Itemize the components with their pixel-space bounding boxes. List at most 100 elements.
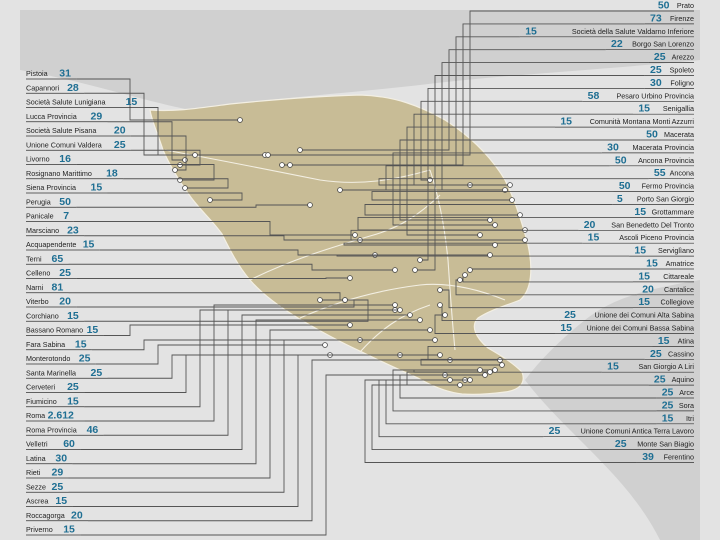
label-name: Borgo San Lorenzo	[632, 40, 694, 49]
label-value: 7	[63, 210, 69, 222]
label-value: 15	[91, 182, 103, 194]
leader-celleno	[76, 277, 350, 279]
label-value: 15	[63, 524, 75, 536]
location-pin-roma	[392, 302, 398, 308]
location-pin-societa-salute-pisana	[172, 167, 178, 173]
label-name: Fiumicino	[26, 397, 57, 406]
leader-ancona	[378, 178, 649, 186]
label-name: Cerveteri	[26, 383, 56, 392]
label-value: 15	[67, 395, 79, 407]
location-pin-monte-san-biagio	[457, 382, 463, 388]
leader-priverno	[80, 374, 445, 536]
leader-sora	[392, 369, 657, 412]
location-pin-roma-provincia	[397, 307, 403, 313]
location-pin-spoleto	[412, 267, 418, 273]
label-value: 23	[67, 224, 79, 236]
label-name: Panicale	[26, 212, 54, 221]
location-pin-bassano-romano	[347, 322, 353, 328]
label-monte-san-biagio: Monte San Biagio 25	[609, 438, 694, 450]
label-value: 50	[619, 180, 631, 192]
leader-cassino	[420, 358, 645, 366]
location-pin-unione-dei-comuni-alta-sabina	[437, 302, 443, 308]
location-pin-perugia	[307, 202, 313, 208]
label-value: 65	[52, 253, 64, 265]
label-value: 30	[650, 77, 662, 89]
label-name: Marsciano	[26, 226, 59, 235]
leader-rieti	[68, 329, 430, 479]
label-name: Unione dei Comuni Alta Sabina	[595, 311, 695, 320]
label-sezze: Sezze 25	[26, 481, 69, 493]
label-name: Siena Provincia	[26, 183, 76, 192]
label-groups: Pistoia 31 Capannori 28 Società Salute Lunig…	[26, 0, 694, 536]
location-pin-borgo-san-lorenzo	[297, 147, 303, 153]
label-value: 15	[75, 338, 87, 350]
leader-pesaro-urbino-provincia	[420, 100, 583, 181]
label-value: 30	[607, 141, 619, 153]
label-prato: Prato 50	[652, 0, 694, 12]
label-atina: Atina 15	[652, 335, 694, 347]
label-name: Unione Comuni Antica Terra Lavoro	[581, 427, 694, 436]
label-name: Ascrea	[26, 497, 48, 506]
label-fara-sabina: Fara Sabina 15	[26, 338, 92, 350]
label-name: Rosignano Marittimo	[26, 169, 92, 178]
label-lucca-provincia: Lucca Provincia 29	[26, 110, 108, 122]
label-name: Ferentino	[664, 453, 694, 462]
leader-roma	[84, 304, 395, 422]
location-pin-prato	[265, 152, 271, 158]
label-rieti: Rieti 29	[26, 467, 69, 479]
label-societa-salute-pisana: Società Salute Pisana 20	[26, 125, 131, 137]
label-name: Collegiove	[660, 298, 694, 307]
label-name: Pistoia	[26, 69, 48, 78]
label-name: Prato	[677, 1, 694, 10]
location-pin-unione-comuni-valdera	[177, 162, 183, 168]
label-name: Foligno	[670, 78, 694, 87]
location-pin-aquino	[487, 369, 493, 375]
label-cantalice: Cantalice 20	[636, 283, 694, 295]
label-value: 55	[654, 167, 666, 179]
label-viterbo: Viterbo 20	[26, 296, 77, 308]
label-name: Grottammare	[652, 207, 694, 216]
label-value: 25	[549, 425, 561, 437]
label-societa-della-salute-valdarno-inferiore: Società della Salute Valdarno Inferiore 1…	[519, 25, 694, 37]
label-value: 25	[662, 399, 674, 411]
location-pin-lucca-provincia	[182, 157, 188, 163]
label-unione-comuni-valdera: Unione Comuni Valdera 25	[26, 139, 131, 151]
label-arezzo: Arezzo 25	[648, 51, 694, 63]
label-priverno: Priverno 15	[26, 524, 81, 536]
leader-prato	[268, 10, 653, 156]
label-value: 15	[646, 258, 658, 270]
leader-lines	[68, 10, 657, 536]
label-value: 50	[646, 129, 658, 141]
leader-arce	[399, 374, 657, 399]
leader-monterotondo	[95, 344, 325, 365]
leader-societa-salute-lunigiana	[142, 107, 195, 156]
label-fermo-provincia: Fermo Provincia 50	[613, 180, 694, 192]
label-ancona: Ancona 55	[648, 167, 694, 179]
label-value: 28	[67, 82, 79, 94]
location-pin-sezze	[432, 337, 438, 343]
label-sora: Sora 25	[656, 399, 694, 411]
leader-collegiove	[440, 289, 633, 309]
label-terni: Terni 65	[26, 253, 69, 265]
label-value: 39	[642, 451, 654, 463]
leader-fermo-provincia	[371, 191, 614, 201]
leader-latina	[72, 319, 420, 465]
label-value: 25	[662, 387, 674, 399]
location-pin-macerata-provincia	[492, 222, 498, 228]
label-value: 15	[55, 495, 67, 507]
label-name: Macerata Provincia	[632, 143, 694, 152]
label-value: 15	[658, 335, 670, 347]
label-ascrea: Ascrea 15	[26, 495, 73, 507]
location-pin-cassino	[499, 362, 505, 368]
location-pin-collegiove	[437, 287, 443, 293]
label-value: 25	[59, 267, 71, 279]
label-siena-provincia: Siena Provincia 15	[26, 182, 108, 194]
leader-rosignano-marittimo	[123, 178, 229, 189]
label-value: 29	[52, 467, 64, 479]
leader-macerata-provincia	[392, 152, 602, 226]
label-san-benedetto-del-tronto: San Benedetto Del Tronto 20	[578, 219, 694, 231]
label-name: San Giorgio A Liri	[638, 362, 694, 371]
leader-atina	[427, 345, 653, 361]
label-roccagorga: Roccagorga 20	[26, 509, 88, 521]
